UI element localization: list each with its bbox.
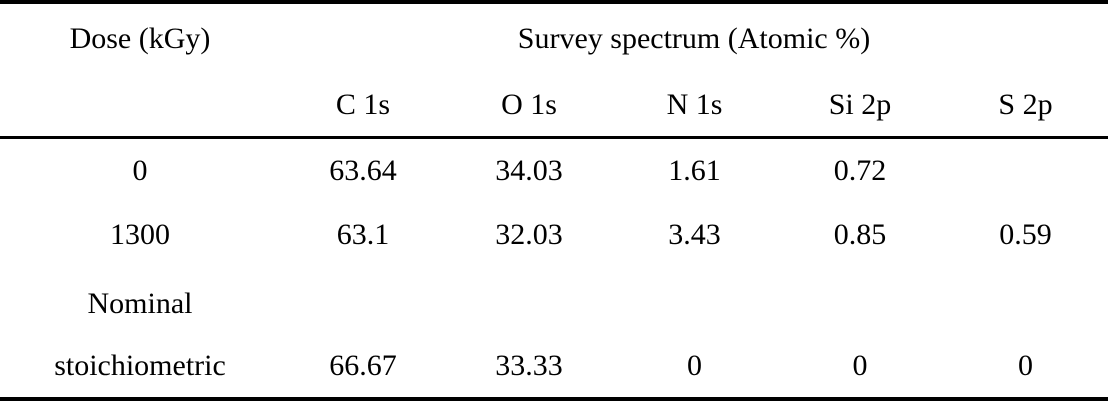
cell-si2p: 0.85 [833,218,887,251]
row-label: 1300 [110,218,170,251]
column-header-s2p: S 2p [943,74,1108,139]
cell-s2p: 0.59 [999,218,1052,251]
table-row-dose-1300: 1300 63.1 32.03 3.43 0.85 0.59 [0,203,1108,267]
cell-c1s: 66.67 [329,349,397,382]
cell-si2p: 0.72 [833,154,887,187]
cell-n1s: 0 [687,349,702,382]
cell-o1s: 33.33 [495,349,563,382]
empty-corner-cell [0,74,280,139]
row-label: 0 [132,154,148,187]
column-header-o1s: O 1s [446,74,612,139]
table-row-dose-0: 0 63.64 34.03 1.61 0.72 [0,138,1108,204]
cell-n1s: 1.61 [668,154,721,187]
cell-o1s: 32.03 [495,218,563,251]
cell-c1s: 63.64 [329,154,397,187]
cell-s2p: 0 [1018,349,1033,382]
cell-c1s: 63.1 [336,218,390,251]
table-row-nominal-stoichiometric: Nominal stoichiometric 66.67 33.33 0 0 0 [0,267,1108,399]
cell-o1s: 34.03 [495,154,563,187]
table-subheader-row: C 1s O 1s N 1s Si 2p S 2p [0,74,1108,139]
column-header-c1s: C 1s [280,74,446,139]
cell-n1s: 3.43 [668,218,721,251]
cell-si2p: 0 [852,349,868,382]
column-header-si2p: Si 2p [777,74,943,139]
table-header-row: Dose (kGy) Survey spectrum (Atomic %) [0,2,1108,74]
cell-s2p-empty [943,138,1108,204]
row-label: Nominal stoichiometric [54,287,226,382]
survey-spectrum-header: Survey spectrum (Atomic %) [517,22,871,55]
dose-column-header: Dose (kGy) [69,22,211,55]
column-header-n1s: N 1s [612,74,777,139]
